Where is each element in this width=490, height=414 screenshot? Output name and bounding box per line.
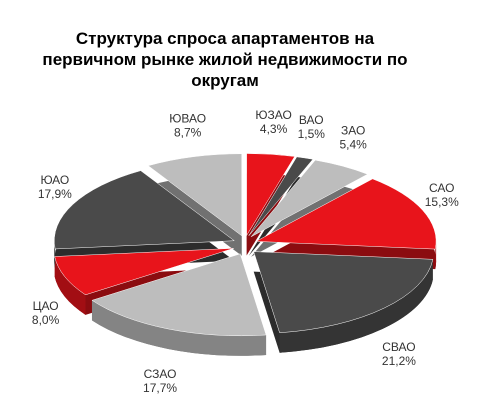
slice-side — [54, 240, 56, 269]
slice-label: СВАО — [382, 340, 415, 354]
slice-label: ЮЗАО — [255, 108, 291, 122]
slice-side — [279, 259, 433, 353]
slice — [250, 159, 369, 237]
value-label: 8,0% — [32, 313, 60, 327]
value-label: 1,5% — [298, 127, 326, 141]
slice — [54, 248, 234, 296]
slice-label: ЮВАО — [169, 112, 206, 126]
value-label: 21,2% — [382, 354, 416, 368]
slice-side — [91, 300, 267, 356]
value-label: 15,3% — [425, 195, 459, 209]
slice-label: ЦАО — [33, 299, 59, 313]
slice-side — [54, 256, 86, 315]
slice-label: ЮАО — [40, 173, 69, 187]
value-label: 17,9% — [38, 187, 72, 201]
slice-label: САО — [429, 181, 454, 195]
chart-title: Структура спроса апартаментов на первичн… — [42, 29, 408, 90]
slice — [253, 251, 434, 334]
slice — [248, 156, 314, 237]
value-label: 4,3% — [260, 122, 288, 136]
value-label: 5,4% — [339, 138, 367, 152]
slice — [255, 178, 437, 250]
slice-label: ЗАО — [341, 124, 365, 138]
slice — [147, 153, 243, 237]
value-label: 8,7% — [174, 126, 202, 140]
slice-label: СЗАО — [144, 367, 177, 381]
slice — [91, 253, 267, 337]
slice — [246, 153, 296, 237]
slice-label: ВАО — [299, 113, 324, 127]
value-label: 17,7% — [143, 381, 177, 395]
slice — [54, 170, 235, 250]
